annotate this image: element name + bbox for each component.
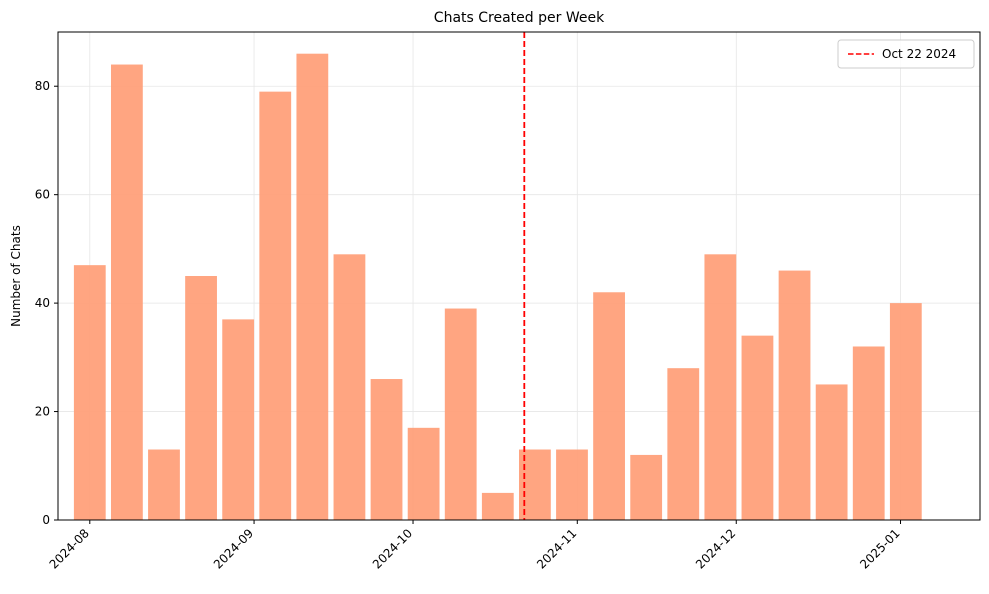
- y-tick-label: 60: [35, 188, 50, 202]
- bar: [852, 346, 885, 520]
- y-axis-label: Number of Chats: [9, 225, 23, 327]
- bar: [593, 292, 625, 520]
- bar: [630, 454, 663, 520]
- bars-layer: [73, 53, 922, 521]
- bar: [73, 265, 106, 520]
- y-tick-label: 0: [42, 513, 50, 527]
- x-tick-label: 2024-10: [370, 526, 415, 571]
- bar: [148, 449, 180, 520]
- bar: [815, 384, 848, 520]
- bar: [481, 492, 514, 520]
- bar: [110, 64, 143, 521]
- x-tick-label: 2024-12: [693, 526, 738, 571]
- bar: [222, 319, 255, 520]
- bar: [259, 91, 292, 521]
- x-tick-label: 2024-08: [47, 526, 92, 571]
- legend: Oct 22 2024: [837, 39, 975, 69]
- bar: [333, 254, 366, 521]
- legend-label: Oct 22 2024: [882, 47, 956, 61]
- bar: [185, 276, 217, 520]
- bar: [444, 308, 477, 520]
- y-tick-label: 40: [35, 296, 50, 310]
- bar: [778, 270, 811, 520]
- bar: [407, 427, 440, 520]
- x-tick-label: 2024-09: [211, 526, 256, 571]
- chart-title: Chats Created per Week: [434, 10, 605, 26]
- y-tick-label: 80: [35, 79, 50, 93]
- bar: [370, 379, 403, 520]
- bar: [889, 303, 922, 520]
- plot-frame: [57, 31, 981, 521]
- bar: [296, 53, 329, 520]
- x-tick-label: 2025-01: [857, 526, 902, 571]
- bar: [704, 254, 737, 521]
- legend-box: [837, 39, 975, 69]
- bar: [741, 335, 774, 520]
- y-tick-label: 20: [35, 405, 50, 419]
- x-tick-label: 2024-11: [534, 526, 579, 571]
- bar: [556, 449, 588, 520]
- bar: [667, 368, 700, 520]
